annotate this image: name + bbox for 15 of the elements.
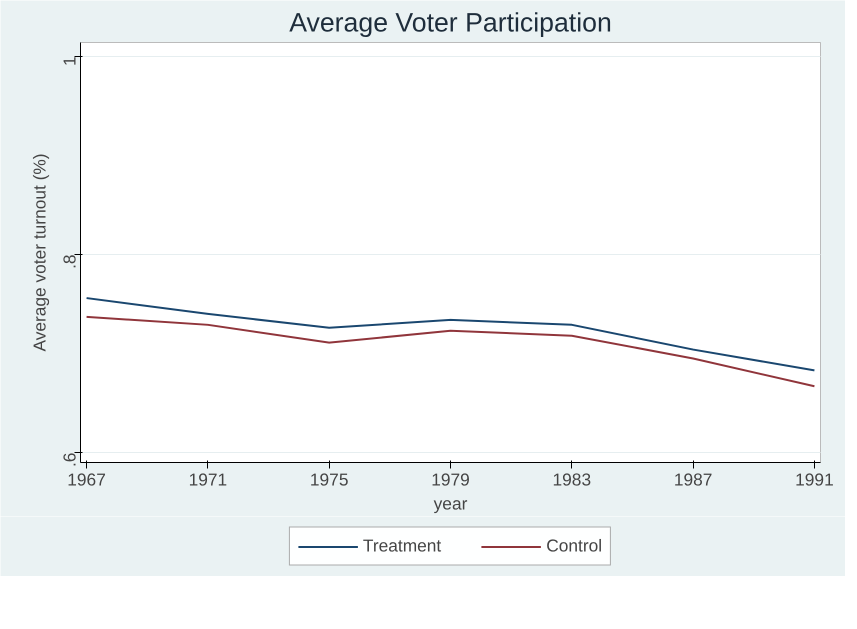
y-tick-label: .8 <box>60 254 80 269</box>
y-tick-label: .6 <box>60 452 80 468</box>
x-tick-label: 1967 <box>67 470 106 490</box>
legend-label: Control <box>546 536 602 556</box>
x-tick-label: 1987 <box>674 470 712 490</box>
y-tick-label: 1 <box>60 56 80 66</box>
x-tick-label: 1971 <box>188 470 228 490</box>
x-tick-label: 1991 <box>795 470 834 490</box>
x-tick-label: 1979 <box>431 470 470 490</box>
x-tick-label: 1983 <box>552 470 592 490</box>
chart-title: Average Voter Participation <box>289 8 612 38</box>
y-axis-title: Average voter turnout (%) <box>30 153 50 352</box>
x-axis-title: year <box>434 494 468 514</box>
x-tick-label: 1975 <box>310 470 348 490</box>
legend-label: Treatment <box>362 536 442 556</box>
